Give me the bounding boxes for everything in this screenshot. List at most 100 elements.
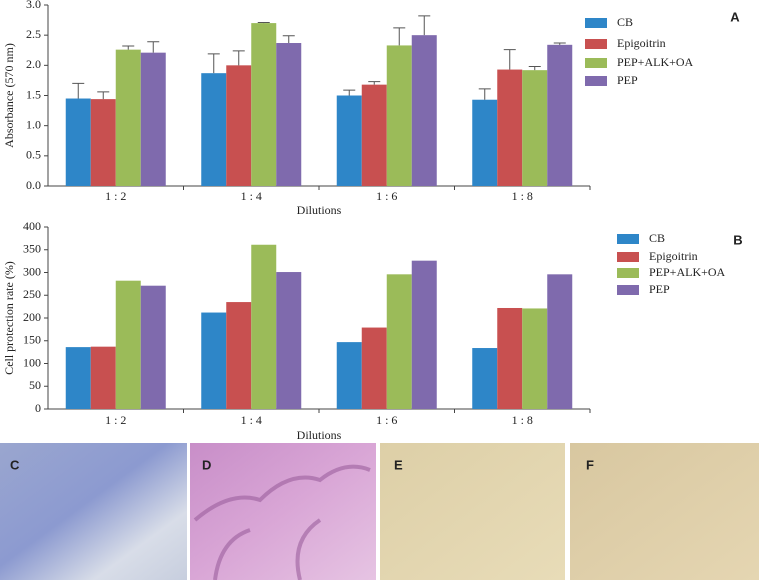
legend-label: Epigoitrin bbox=[617, 36, 666, 50]
micrograph bbox=[570, 443, 759, 580]
micrograph bbox=[0, 443, 187, 580]
y-tick-label: 350 bbox=[23, 242, 41, 256]
error-bar bbox=[553, 42, 566, 45]
legend-swatch bbox=[617, 285, 639, 295]
error-bar bbox=[282, 35, 295, 44]
error-bar bbox=[478, 88, 491, 100]
y-tick-label: 3.0 bbox=[26, 0, 41, 11]
y-tick-label: 0.5 bbox=[26, 148, 41, 162]
legend-label: PEP bbox=[617, 73, 638, 87]
y-axis-title: Absorbance (570 nm) bbox=[2, 43, 16, 148]
bar bbox=[361, 84, 387, 186]
bar bbox=[547, 274, 573, 409]
y-tick-label: 250 bbox=[23, 287, 41, 301]
panel-label: F bbox=[586, 457, 594, 472]
bar bbox=[522, 70, 548, 186]
bar bbox=[497, 69, 523, 186]
bar bbox=[226, 65, 252, 186]
x-tick-label: 1 : 2 bbox=[105, 189, 126, 203]
error-bar bbox=[343, 89, 356, 96]
bar bbox=[497, 307, 523, 409]
bar bbox=[65, 347, 91, 409]
bar bbox=[411, 35, 437, 186]
x-tick-label: 1 : 8 bbox=[512, 189, 533, 203]
bar bbox=[140, 52, 166, 187]
bar bbox=[276, 272, 302, 409]
legend-swatch bbox=[585, 39, 607, 49]
bar bbox=[276, 43, 302, 187]
error-bar bbox=[72, 82, 85, 99]
panel-label: E bbox=[394, 457, 403, 472]
y-tick-label: 50 bbox=[29, 378, 41, 392]
x-tick-label: 1 : 8 bbox=[512, 413, 533, 427]
bar bbox=[411, 260, 437, 409]
error-bar bbox=[393, 27, 406, 46]
error-bar bbox=[147, 41, 160, 53]
error-bar bbox=[122, 45, 135, 50]
y-axis-title: Cell protection rate (%) bbox=[2, 261, 16, 375]
error-bar bbox=[97, 91, 110, 100]
bar bbox=[361, 327, 387, 409]
error-bar bbox=[528, 66, 541, 71]
bar bbox=[336, 95, 362, 186]
y-tick-label: 1.0 bbox=[26, 117, 41, 131]
bar bbox=[547, 44, 573, 186]
legend-label: Epigoitrin bbox=[649, 249, 698, 263]
error-bar bbox=[368, 81, 381, 85]
y-tick-label: 1.5 bbox=[26, 87, 41, 101]
legend-swatch bbox=[617, 234, 639, 244]
x-tick-label: 1 : 6 bbox=[376, 413, 397, 427]
error-bar bbox=[232, 50, 245, 66]
y-tick-label: 100 bbox=[23, 355, 41, 369]
bar bbox=[90, 346, 116, 409]
bar bbox=[251, 244, 277, 409]
panel-label: D bbox=[202, 457, 211, 472]
bar bbox=[65, 98, 91, 186]
y-tick-label: 2.0 bbox=[26, 57, 41, 71]
panel-letter: B bbox=[733, 232, 742, 247]
y-tick-label: 0.0 bbox=[26, 178, 41, 192]
y-tick-label: 400 bbox=[23, 219, 41, 233]
bar bbox=[115, 280, 141, 409]
legend-swatch bbox=[617, 268, 639, 278]
bar bbox=[90, 99, 116, 186]
bar bbox=[115, 49, 141, 186]
bar bbox=[226, 302, 252, 409]
micrograph bbox=[380, 443, 565, 580]
error-bar bbox=[257, 21, 270, 24]
bar bbox=[522, 308, 548, 409]
legend-swatch bbox=[585, 18, 607, 28]
y-tick-label: 200 bbox=[23, 310, 41, 324]
x-tick-label: 1 : 4 bbox=[241, 413, 262, 427]
y-tick-label: 300 bbox=[23, 264, 41, 278]
panel-letter: A bbox=[730, 9, 740, 24]
legend-label: PEP bbox=[649, 282, 670, 296]
x-axis-title: Dilutions bbox=[297, 428, 342, 442]
bar bbox=[251, 23, 277, 186]
legend-label: PEP+ALK+OA bbox=[617, 55, 694, 69]
legend-swatch bbox=[585, 58, 607, 68]
error-bar bbox=[207, 53, 220, 74]
bar bbox=[201, 73, 227, 186]
y-tick-label: 150 bbox=[23, 333, 41, 347]
y-tick-label: 0 bbox=[35, 401, 41, 415]
micrograph-detail bbox=[193, 464, 371, 580]
x-tick-label: 1 : 4 bbox=[241, 189, 262, 203]
legend-label: CB bbox=[649, 231, 665, 245]
bar bbox=[201, 312, 227, 409]
bar bbox=[386, 45, 412, 186]
legend-label: PEP+ALK+OA bbox=[649, 265, 726, 279]
bar bbox=[140, 285, 166, 409]
x-axis-title: Dilutions bbox=[297, 203, 342, 217]
error-bar bbox=[418, 15, 431, 36]
legend-swatch bbox=[617, 252, 639, 262]
bar bbox=[472, 99, 498, 186]
legend-label: CB bbox=[617, 15, 633, 29]
legend-swatch bbox=[585, 76, 607, 86]
x-tick-label: 1 : 2 bbox=[105, 413, 126, 427]
x-tick-label: 1 : 6 bbox=[376, 189, 397, 203]
y-tick-label: 2.5 bbox=[26, 27, 41, 41]
bar bbox=[336, 342, 362, 409]
panel-label: C bbox=[10, 457, 20, 472]
